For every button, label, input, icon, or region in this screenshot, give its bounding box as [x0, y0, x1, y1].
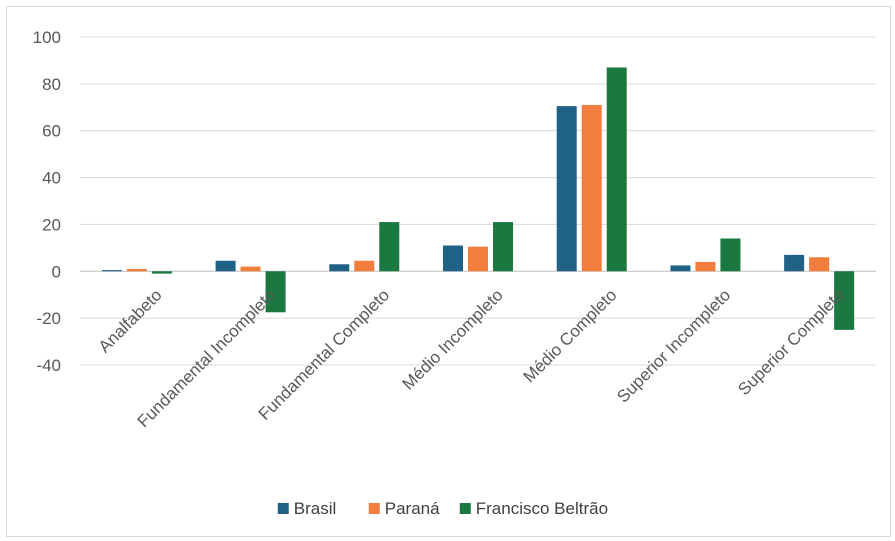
x-tick-label: Médio Completo — [520, 285, 621, 386]
bar-francisco-beltr-o — [151, 271, 172, 274]
legend-swatch — [368, 503, 380, 514]
y-tick-label: 20 — [42, 215, 61, 234]
bar-paran- — [354, 260, 375, 272]
y-tick-label: -40 — [36, 356, 61, 375]
bar-paran- — [809, 257, 830, 272]
bar-brasil — [215, 260, 236, 272]
legend-label: Paraná — [385, 499, 440, 518]
y-tick-label: 100 — [33, 28, 61, 47]
bar-brasil — [784, 254, 805, 272]
bar-francisco-beltr-o — [493, 222, 513, 272]
bar-brasil — [670, 265, 691, 272]
bar-francisco-beltr-o — [265, 271, 286, 313]
x-tick-label: Superior Incompleto — [613, 285, 734, 406]
y-tick-label: 40 — [42, 169, 61, 188]
y-tick-label: -20 — [36, 309, 61, 328]
bar-paran- — [240, 266, 261, 272]
bar-francisco-beltr-o — [834, 271, 855, 330]
legend-item: Paraná — [368, 499, 440, 518]
bar-brasil — [329, 264, 350, 272]
x-tick-label: Médio Incompleto — [399, 285, 507, 393]
bar-paran- — [126, 268, 147, 272]
bar-paran- — [695, 261, 716, 272]
bar-brasil — [443, 245, 463, 272]
y-tick-label: 80 — [42, 75, 61, 94]
legend-swatch — [459, 503, 471, 514]
y-tick-label: 0 — [52, 262, 61, 281]
bar-brasil — [101, 270, 122, 272]
bar-paran- — [468, 246, 488, 272]
y-tick-label: 60 — [42, 122, 61, 141]
x-tick-label: Superior Completo — [734, 285, 848, 399]
bar-brasil — [556, 106, 577, 272]
bar-francisco-beltr-o — [379, 222, 400, 272]
legend-label: Francisco Beltrão — [476, 499, 608, 518]
bar-francisco-beltr-o — [606, 67, 627, 272]
x-tick-label: Analfabeto — [95, 285, 166, 356]
legend-label: Brasil — [294, 499, 337, 518]
legend-swatch — [277, 503, 289, 514]
bar-francisco-beltr-o — [720, 238, 741, 272]
bar-paran- — [581, 104, 602, 272]
legend-item: Francisco Beltrão — [459, 499, 608, 518]
legend-item: Brasil — [277, 499, 337, 518]
